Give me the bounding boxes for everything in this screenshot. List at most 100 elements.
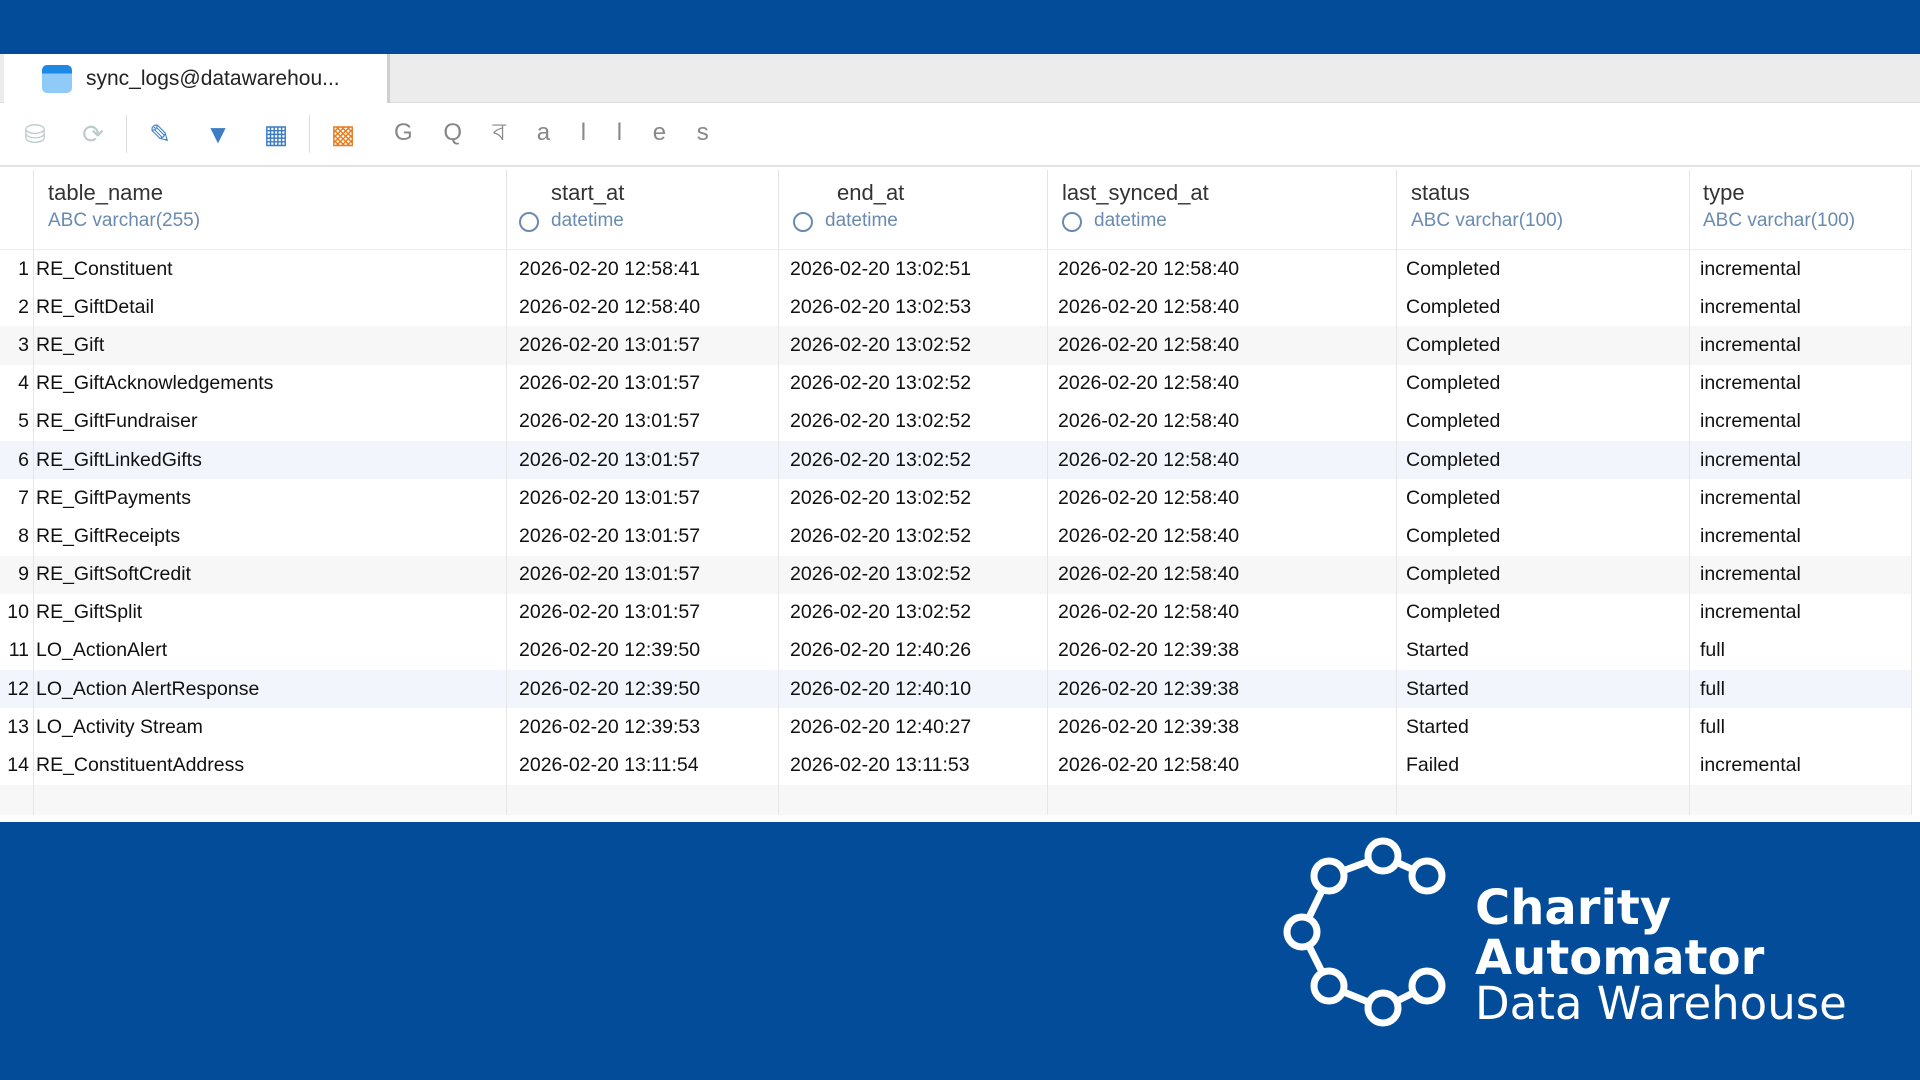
cell-row-number[interactable]: 5 <box>0 402 34 441</box>
grid-icon[interactable]: ▦ <box>263 118 289 149</box>
cell-row-number[interactable]: 13 <box>0 708 34 747</box>
table-row[interactable]: 5 RE_GiftFundraiser 2026-02-20 13:01:57 202… <box>0 402 1912 441</box>
cell-row-number[interactable]: 14 <box>0 746 34 785</box>
cell-row-number[interactable]: 2 <box>0 288 34 327</box>
cell-end-at[interactable]: 2026-02-20 13:02:52 <box>779 440 1048 480</box>
cell-last-synced-at[interactable]: 2026-02-20 12:58:40 <box>1048 440 1397 480</box>
cell-end-at[interactable]: 2026-02-20 13:02:52 <box>779 479 1048 518</box>
cell-last-synced-at[interactable]: 2026-02-20 12:39:38 <box>1048 631 1397 671</box>
cell-end-at[interactable]: 2026-02-20 13:02:52 <box>779 402 1048 441</box>
cell-table-name[interactable]: RE_ConstituentAddress <box>34 746 507 785</box>
cell-start-at[interactable]: 2026-02-20 12:39:53 <box>507 708 779 747</box>
cell-end-at[interactable]: 2026-02-20 12:40:10 <box>779 670 1048 709</box>
cell-type[interactable]: incremental <box>1690 746 1912 785</box>
cell-table-name[interactable]: LO_Action AlertResponse <box>34 670 507 709</box>
table-row[interactable]: 12 LO_Action AlertResponse 2026-02-20 12:3… <box>0 670 1912 709</box>
column-header-last-synced-at[interactable]: last_synced_at datetime <box>1048 170 1397 249</box>
table-row[interactable]: 10 RE_GiftSplit 2026-02-20 13:01:57 2026-02… <box>0 593 1912 632</box>
cell-type[interactable]: incremental <box>1690 555 1912 594</box>
cell-last-synced-at[interactable]: 2026-02-20 12:58:40 <box>1048 364 1397 403</box>
cell-type[interactable]: full <box>1690 631 1912 671</box>
cell-last-synced-at[interactable]: 2026-02-20 12:58:40 <box>1048 250 1397 289</box>
cell-table-name[interactable]: RE_GiftDetail <box>34 288 507 327</box>
cell-status[interactable]: Started <box>1397 708 1690 747</box>
cell-status[interactable]: Completed <box>1397 517 1690 556</box>
cell-table-name[interactable]: RE_Constituent <box>34 250 507 289</box>
cell-end-at[interactable]: 2026-02-20 13:02:51 <box>779 250 1048 289</box>
table-row[interactable]: 8 RE_GiftReceipts 2026-02-20 13:01:57 2026-… <box>0 517 1912 556</box>
cell-last-synced-at[interactable]: 2026-02-20 12:58:40 <box>1048 555 1397 594</box>
cell-status[interactable]: Started <box>1397 631 1690 671</box>
cell-status[interactable]: Failed <box>1397 746 1690 785</box>
cell-start-at[interactable]: 2026-02-20 13:01:57 <box>507 555 779 594</box>
chart-search-icon[interactable]: ▩ <box>330 118 356 149</box>
tab-sync-logs[interactable]: sync_logs@datawarehou... <box>4 54 390 103</box>
cell-row-number[interactable]: 12 <box>0 670 34 709</box>
cell-status[interactable]: Completed <box>1397 555 1690 594</box>
cell-row-number[interactable]: 10 <box>0 593 34 632</box>
cell-type[interactable]: incremental <box>1690 440 1912 480</box>
cell-type[interactable]: incremental <box>1690 326 1912 365</box>
filter-sort-icon[interactable]: ▼ <box>205 118 231 149</box>
column-header-table-name[interactable]: table_name ABC varchar(255) <box>34 170 507 249</box>
cell-start-at[interactable]: 2026-02-20 13:01:57 <box>507 402 779 441</box>
cell-last-synced-at[interactable]: 2026-02-20 12:58:40 <box>1048 402 1397 441</box>
cell-table-name[interactable]: RE_GiftLinkedGifts <box>34 440 507 480</box>
cell-table-name[interactable]: RE_GiftSplit <box>34 593 507 632</box>
cell-table-name[interactable]: RE_Gift <box>34 326 507 365</box>
cell-row-number[interactable]: 8 <box>0 517 34 556</box>
cell-type[interactable]: incremental <box>1690 288 1912 327</box>
cell-table-name[interactable]: RE_GiftReceipts <box>34 517 507 556</box>
table-row[interactable]: 14 RE_ConstituentAddress 2026-02-20 13:11:… <box>0 746 1912 785</box>
cell-table-name[interactable]: LO_Activity Stream <box>34 708 507 747</box>
cell-status[interactable]: Completed <box>1397 326 1690 365</box>
table-row[interactable]: 2 RE_GiftDetail 2026-02-20 12:58:40 2026-02… <box>0 288 1912 327</box>
column-header-start-at[interactable]: start_at datetime <box>507 170 779 249</box>
cell-status[interactable]: Completed <box>1397 479 1690 518</box>
table-row[interactable]: 9 RE_GiftSoftCredit 2026-02-20 13:01:57 202… <box>0 555 1912 594</box>
cell-end-at[interactable]: 2026-02-20 13:02:52 <box>779 517 1048 556</box>
cell-end-at[interactable]: 2026-02-20 13:02:52 <box>779 326 1048 365</box>
cell-row-number[interactable]: 7 <box>0 479 34 518</box>
cell-row-number[interactable]: 3 <box>0 326 34 365</box>
cell-start-at[interactable]: 2026-02-20 12:39:50 <box>507 631 779 671</box>
cell-start-at[interactable]: 2026-02-20 13:01:57 <box>507 364 779 403</box>
cell-status[interactable]: Started <box>1397 670 1690 709</box>
cell-type[interactable]: incremental <box>1690 250 1912 289</box>
cell-start-at[interactable]: 2026-02-20 12:58:40 <box>507 288 779 327</box>
cell-status[interactable]: Completed <box>1397 250 1690 289</box>
cell-table-name[interactable]: LO_ActionAlert <box>34 631 507 671</box>
cell-last-synced-at[interactable]: 2026-02-20 12:58:40 <box>1048 288 1397 327</box>
cell-row-number[interactable]: 4 <box>0 364 34 403</box>
cell-last-synced-at[interactable]: 2026-02-20 12:58:40 <box>1048 517 1397 556</box>
cell-type[interactable]: incremental <box>1690 364 1912 403</box>
cell-type[interactable]: full <box>1690 670 1912 709</box>
cell-type[interactable]: incremental <box>1690 593 1912 632</box>
table-row[interactable]: 3 RE_Gift 2026-02-20 13:01:57 2026-02-20 13… <box>0 326 1912 365</box>
cell-start-at[interactable]: 2026-02-20 12:39:50 <box>507 670 779 709</box>
column-header-end-at[interactable]: end_at datetime <box>779 170 1048 249</box>
cell-start-at[interactable]: 2026-02-20 13:01:57 <box>507 517 779 556</box>
table-row[interactable]: 4 RE_GiftAcknowledgements 2026-02-20 13:01… <box>0 364 1912 403</box>
cell-last-synced-at[interactable]: 2026-02-20 12:58:40 <box>1048 593 1397 632</box>
cell-end-at[interactable]: 2026-02-20 13:02:52 <box>779 555 1048 594</box>
edit-icon[interactable]: ✎ <box>149 118 171 149</box>
cell-end-at[interactable]: 2026-02-20 12:40:26 <box>779 631 1048 671</box>
cell-type[interactable]: incremental <box>1690 517 1912 556</box>
cell-last-synced-at[interactable]: 2026-02-20 12:58:40 <box>1048 479 1397 518</box>
cell-type[interactable]: full <box>1690 708 1912 747</box>
cell-status[interactable]: Completed <box>1397 402 1690 441</box>
cell-start-at[interactable]: 2026-02-20 13:01:57 <box>507 479 779 518</box>
cell-row-number[interactable]: 1 <box>0 250 34 289</box>
cell-row-number[interactable]: 11 <box>0 631 34 671</box>
column-header-type[interactable]: type ABC varchar(100) <box>1690 170 1912 249</box>
cell-start-at[interactable]: 2026-02-20 13:01:57 <box>507 326 779 365</box>
database-check-icon[interactable]: ⛁ <box>24 118 46 149</box>
cell-table-name[interactable]: RE_GiftSoftCredit <box>34 555 507 594</box>
table-row[interactable]: 11 LO_ActionAlert 2026-02-20 12:39:50 2026-… <box>0 631 1912 671</box>
table-row[interactable]: 1 RE_Constituent 2026-02-20 12:58:41 2026-0… <box>0 250 1912 289</box>
table-row[interactable]: 13 LO_Activity Stream 2026-02-20 12:39:53 2… <box>0 708 1912 747</box>
cell-last-synced-at[interactable]: 2026-02-20 12:58:40 <box>1048 746 1397 785</box>
table-row[interactable]: 7 RE_GiftPayments 2026-02-20 13:01:57 2026-… <box>0 479 1912 518</box>
cell-last-synced-at[interactable]: 2026-02-20 12:39:38 <box>1048 670 1397 709</box>
